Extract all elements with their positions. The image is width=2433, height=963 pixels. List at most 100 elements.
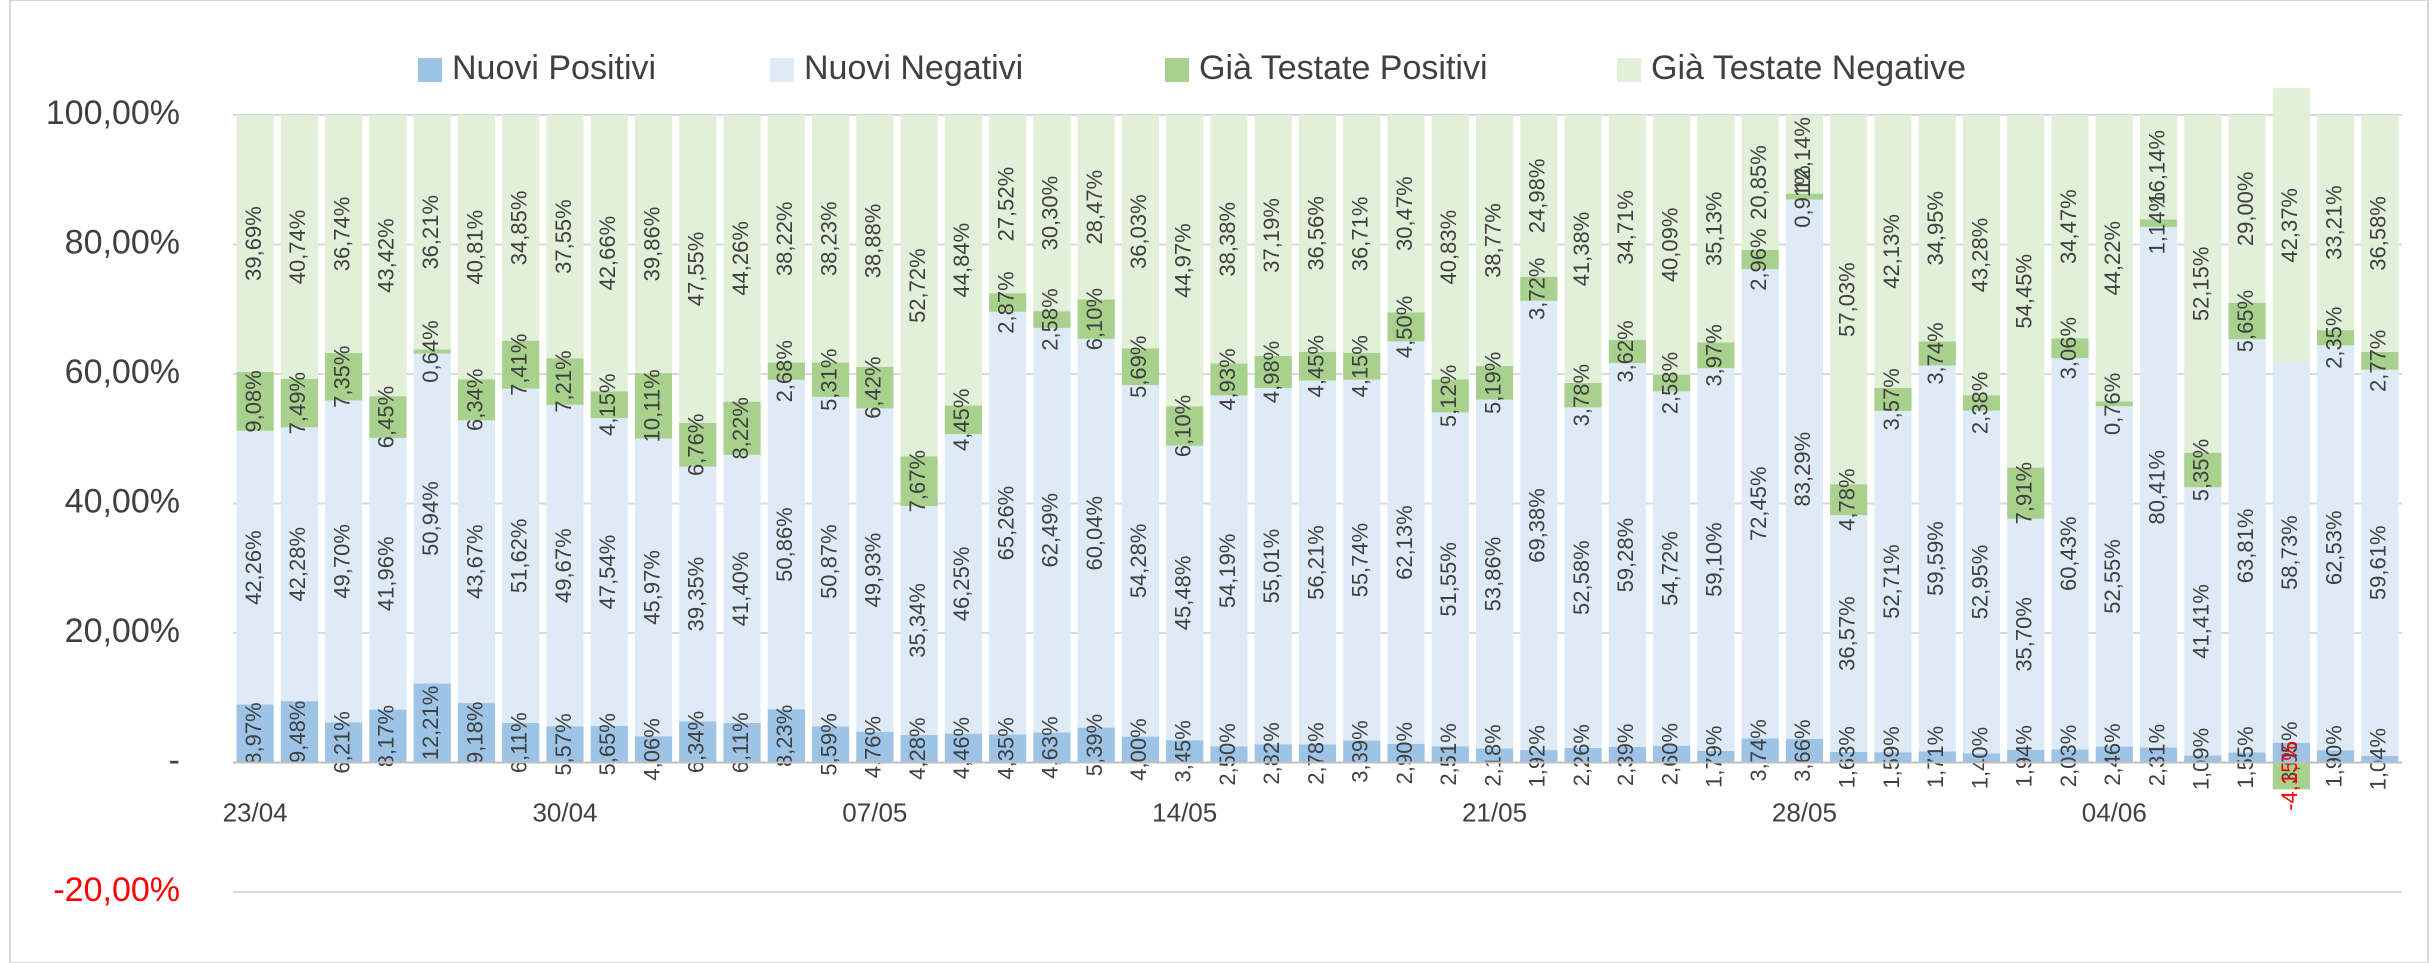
bar-segment — [502, 388, 540, 723]
data-label: 49,93% — [861, 533, 886, 608]
data-label: 59,28% — [1613, 518, 1638, 593]
bar-segment — [856, 408, 894, 732]
bar-segment — [1697, 342, 1735, 369]
bar-segment — [325, 722, 363, 763]
data-label: 36,57% — [1834, 596, 1859, 671]
data-label: 29,00% — [2233, 172, 2258, 247]
bar-segment — [2095, 401, 2133, 407]
bar-segment — [1431, 114, 1469, 380]
y-tick-label: -20,00% — [53, 871, 180, 909]
data-label: 38,77% — [1480, 203, 1505, 278]
bar-segment — [634, 115, 673, 374]
data-label: 3,78% — [1569, 364, 1594, 426]
bar-segment — [1520, 750, 1558, 763]
data-label: 50,86% — [772, 507, 797, 582]
data-label: 4,93% — [1215, 348, 1240, 410]
x-tick-label: 30/04 — [532, 797, 597, 827]
bar-segment — [944, 405, 982, 435]
data-label: 8,97% — [241, 702, 266, 764]
bar-segment — [767, 362, 805, 380]
data-label: 9,18% — [462, 702, 487, 764]
bar-segment — [900, 114, 938, 457]
data-label: 35,34% — [905, 583, 930, 658]
bar-segment — [546, 404, 584, 727]
data-label: 60,04% — [1082, 496, 1107, 571]
data-label: 2,60% — [1657, 723, 1682, 785]
data-label: 5,65% — [2233, 290, 2258, 352]
bar-segment — [2139, 219, 2178, 227]
data-label: 60,43% — [2056, 516, 2081, 591]
data-label: 38,23% — [816, 201, 841, 276]
data-label: 3,62% — [1613, 320, 1638, 382]
bar-segment — [767, 115, 805, 363]
bar-segment — [457, 115, 496, 380]
data-label: 5,59% — [816, 713, 841, 775]
data-label: 59,61% — [2366, 525, 2391, 600]
data-label: 36,03% — [1126, 194, 1151, 269]
data-label: 4,15% — [595, 373, 620, 435]
data-label: 38,38% — [1215, 202, 1240, 277]
bar-segment — [590, 115, 628, 392]
x-tick-label: 07/05 — [842, 797, 907, 827]
data-label: 63,81% — [2233, 509, 2258, 584]
bar-segment — [2317, 750, 2355, 763]
data-label: 41,96% — [374, 536, 399, 611]
bar-segment — [1874, 387, 1912, 411]
bar-segment — [856, 366, 894, 409]
bar-segment — [1785, 199, 1824, 739]
data-label: 42,13% — [1879, 214, 1904, 289]
data-label: 2,35% — [2321, 307, 2346, 369]
data-label: 5,31% — [816, 349, 841, 411]
data-label: 40,09% — [1657, 208, 1682, 283]
data-label: 2,78% — [1303, 722, 1328, 784]
data-label: 6,10% — [1171, 395, 1196, 457]
bar-segment — [1475, 366, 1514, 400]
data-label: 6,34% — [684, 711, 709, 773]
bar-segment — [2272, 362, 2310, 743]
data-label: 2,38% — [1967, 372, 1992, 434]
data-label: 5,65% — [595, 713, 620, 775]
legend-label: Già Testate Negative — [1651, 49, 1966, 87]
data-label: 55,74% — [1348, 523, 1373, 598]
data-label: 40,74% — [285, 210, 310, 285]
bar-segment — [900, 505, 938, 735]
data-label: -4,15% — [2277, 741, 2302, 811]
bar-segment — [2007, 467, 2045, 519]
data-label: 3,05% — [2277, 721, 2302, 783]
bar-segment — [1962, 753, 2001, 763]
bar-segment — [2272, 88, 2310, 363]
data-label: 0,91% — [1790, 165, 1815, 227]
data-label: 3,45% — [1171, 720, 1196, 782]
data-label: 4,45% — [949, 389, 974, 451]
data-label: 7,41% — [507, 334, 532, 396]
data-label: 2,18% — [1480, 724, 1505, 786]
bar-segment — [679, 115, 717, 423]
data-label: 62,13% — [1392, 505, 1417, 580]
bar-segment — [1830, 515, 1868, 752]
data-label: 42,26% — [241, 530, 266, 605]
bar-segment — [634, 373, 673, 439]
x-tick-label: 14/05 — [1152, 797, 1217, 827]
data-label: 2,46% — [2100, 723, 2125, 785]
bar-segment — [1962, 395, 2001, 411]
bar-segment — [2228, 752, 2266, 763]
bar-segment — [1653, 391, 1691, 746]
data-label: 45,97% — [639, 550, 664, 625]
bar-segment — [2184, 115, 2222, 453]
data-label: 8,23% — [772, 705, 797, 767]
data-label: 36,71% — [1348, 197, 1373, 272]
data-label: 34,47% — [2056, 189, 2081, 264]
data-label: 37,55% — [551, 199, 576, 274]
data-label: 4,00% — [1126, 718, 1151, 780]
data-label: 35,13% — [1702, 191, 1727, 266]
bar-segment — [236, 704, 274, 763]
bar-segment — [1431, 746, 1469, 763]
bar-segment — [280, 427, 318, 702]
data-label: 72,45% — [1746, 466, 1771, 541]
data-label: 0,76% — [2100, 373, 2125, 435]
data-label: 2,68% — [772, 340, 797, 402]
bar-segment — [325, 115, 363, 353]
data-label: 34,71% — [1613, 190, 1638, 265]
data-label: 4,50% — [1392, 296, 1417, 358]
bar-segment — [1298, 351, 1337, 381]
